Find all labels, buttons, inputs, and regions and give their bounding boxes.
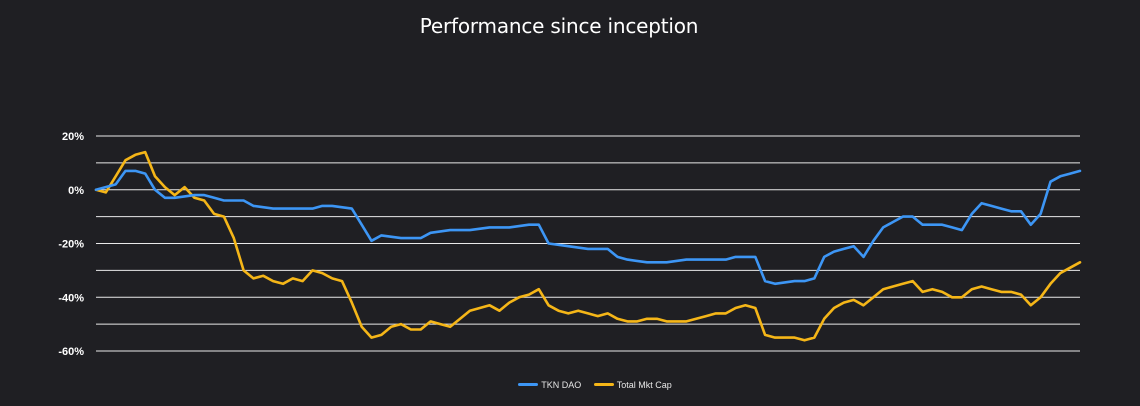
chart-title: Performance since inception (419, 14, 699, 38)
legend-label-tkn-dao: TKN DAO (541, 379, 582, 390)
y-tick-label: 20% (62, 131, 84, 143)
series-line-total-mkt-cap[interactable] (94, 150, 1082, 342)
grid-lines (96, 135, 1080, 352)
legend-item-tkn-dao[interactable]: TKN DAO (518, 380, 581, 390)
legend-swatch-total-mkt-cap (593, 383, 614, 386)
legend-swatch-tkn-dao (518, 383, 539, 386)
y-tick-label: -20% (58, 239, 84, 251)
chart-legend: TKN DAO Total Mkt Cap (0, 378, 1140, 390)
y-axis-ticks: 20% 0% -20% -40% -60% (58, 131, 84, 358)
series-lines (94, 150, 1082, 342)
legend-label-total-mkt-cap: Total Mkt Cap (616, 379, 672, 390)
series-line-tkn-dao[interactable] (94, 169, 1082, 286)
y-tick-label: -40% (58, 292, 84, 304)
y-tick-label: 0% (68, 185, 84, 197)
y-tick-label: -60% (58, 346, 84, 358)
legend-item-total-mkt-cap[interactable]: Total Mkt Cap (593, 379, 672, 390)
